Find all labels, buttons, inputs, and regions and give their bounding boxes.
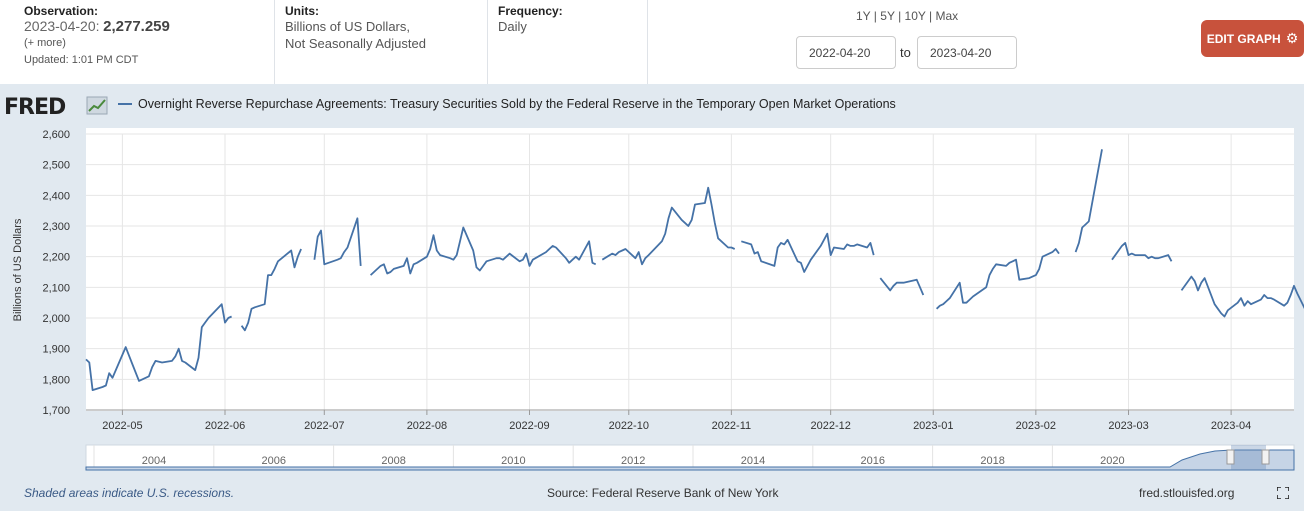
edit-graph-button[interactable]: EDIT GRAPH ⚙ xyxy=(1201,20,1304,57)
plot-area xyxy=(86,128,1294,411)
x-tick-label: 2022-08 xyxy=(407,420,447,432)
navigator-track xyxy=(85,444,1295,471)
fullscreen-icon[interactable] xyxy=(1277,487,1289,499)
range-links: 1Y | 5Y | 10Y | Max xyxy=(856,9,959,23)
source-note: Source: Federal Reserve Bank of New York xyxy=(547,486,779,500)
navigator-year-label: 2016 xyxy=(861,455,885,467)
x-tick-label: 2022-11 xyxy=(712,420,752,432)
site-link[interactable]: fred.stlouisfed.org xyxy=(1139,486,1235,500)
x-tick-label: 2022-07 xyxy=(304,420,344,432)
y-tick-label: 2,600 xyxy=(42,129,70,141)
series-line-segment xyxy=(741,232,875,273)
y-tick-label: 2,000 xyxy=(42,313,70,325)
x-tick-label: 2022-06 xyxy=(205,420,245,432)
x-tick-label: 2022-05 xyxy=(102,420,142,432)
observation-panel: Observation: 2023-04-20: 2,277.259 (+ mo… xyxy=(24,0,275,84)
gear-icon: ⚙ xyxy=(1285,30,1299,46)
range-link-1y[interactable]: 1Y xyxy=(856,9,871,23)
series-line-segment xyxy=(85,303,232,392)
series-line-segment xyxy=(1111,241,1173,262)
series-line-segment xyxy=(240,248,302,332)
series-line-segment xyxy=(879,277,925,296)
x-tick-label: 2022-09 xyxy=(509,420,549,432)
navigator-handle-left xyxy=(1226,449,1235,465)
range-link-10y[interactable]: 10Y xyxy=(904,9,926,23)
y-tick-label: 1,900 xyxy=(42,344,70,356)
units-line-2: Not Seasonally Adjusted xyxy=(285,36,426,51)
units-panel: Units: Billions of US Dollars, Not Seaso… xyxy=(285,0,488,84)
frequency-value: Daily xyxy=(498,19,527,34)
navigator-year-label: 2020 xyxy=(1100,455,1124,467)
observation-label: Observation: xyxy=(24,4,99,18)
to-label: to xyxy=(900,45,911,60)
range-link-max[interactable]: Max xyxy=(935,9,959,23)
series-legend: Overnight Reverse Repurchase Agreements:… xyxy=(118,97,896,111)
y-axis-label: Billions of US Dollars xyxy=(12,218,24,321)
series-lines xyxy=(85,149,1304,392)
y-tick-label: 2,100 xyxy=(42,282,70,294)
series-line-segment xyxy=(601,186,736,266)
y-tick-label: 1,800 xyxy=(42,374,70,386)
x-tick-label: 2023-02 xyxy=(1016,420,1056,432)
navigator-year-label: 2010 xyxy=(501,455,525,467)
grid-lines xyxy=(86,133,1294,411)
updated-time: Updated: 1:01 PM CDT xyxy=(24,54,139,66)
series-line-segment xyxy=(1180,275,1304,318)
recession-note: Shaded areas indicate U.S. recessions. xyxy=(24,486,235,500)
navigator-handle-right xyxy=(1261,449,1270,465)
navigator-year-label: 2006 xyxy=(262,455,286,467)
fred-chart-icon xyxy=(86,96,108,115)
edit-graph-label: EDIT GRAPH xyxy=(1206,31,1281,46)
range-navigator: 2004 2006 2008 2010 2012 2014 2016 2018 2020 xyxy=(85,444,1295,471)
series-line-segment xyxy=(1074,149,1103,253)
y-axis: 1,700 1,800 1,900 2,000 2,100 2,200 2,300 2,400… xyxy=(42,129,70,417)
start-date-input[interactable] xyxy=(796,36,896,69)
x-tick-label: 2023-04 xyxy=(1211,420,1251,432)
range-link-5y[interactable]: 5Y xyxy=(880,9,895,23)
navigator-year-label: 2012 xyxy=(621,455,645,467)
y-tick-label: 2,200 xyxy=(42,252,70,264)
navigator-year-label: 2014 xyxy=(741,455,765,467)
observation-value: 2,277.259 xyxy=(103,18,170,35)
x-tick-label: 2023-01 xyxy=(913,420,953,432)
x-tick-label: 2023-03 xyxy=(1108,420,1148,432)
y-tick-label: 2,400 xyxy=(42,190,70,202)
series-line-segment xyxy=(313,217,362,266)
header-bar: Observation: 2023-04-20: 2,277.259 (+ mo… xyxy=(0,0,1304,84)
observation-date: 2023-04-20: xyxy=(24,18,100,34)
navigator-year-label: 2004 xyxy=(142,455,166,467)
navigator-selected-range xyxy=(1231,445,1266,470)
y-tick-label: 2,300 xyxy=(42,221,70,233)
observation-reading: 2023-04-20: 2,277.259 xyxy=(24,18,274,35)
frequency-label: Frequency: xyxy=(498,4,563,18)
series-title: Overnight Reverse Repurchase Agreements:… xyxy=(138,97,896,111)
series-line-segment xyxy=(369,226,597,276)
legend-line-marker xyxy=(118,103,132,105)
x-tick-label: 2022-12 xyxy=(810,420,850,432)
x-axis: 2022-05 2022-06 2022-07 2022-08 2022-09 2022-… xyxy=(86,409,1294,432)
y-tick-label: 2,500 xyxy=(42,160,70,172)
x-tick-label: 2022-10 xyxy=(609,420,649,432)
units-label: Units: xyxy=(285,4,319,18)
units-line-1: Billions of US Dollars, xyxy=(285,19,410,34)
frequency-panel: Frequency: Daily xyxy=(498,0,648,84)
series-line-segment xyxy=(935,248,1060,310)
more-observations-link[interactable]: (+ more) xyxy=(24,37,66,49)
navigator-year-label: 2008 xyxy=(381,455,405,467)
navigator-year-label: 2018 xyxy=(980,455,1004,467)
fred-logo: FRED xyxy=(4,95,66,120)
end-date-input[interactable] xyxy=(917,36,1017,69)
y-tick-label: 1,700 xyxy=(42,405,70,417)
